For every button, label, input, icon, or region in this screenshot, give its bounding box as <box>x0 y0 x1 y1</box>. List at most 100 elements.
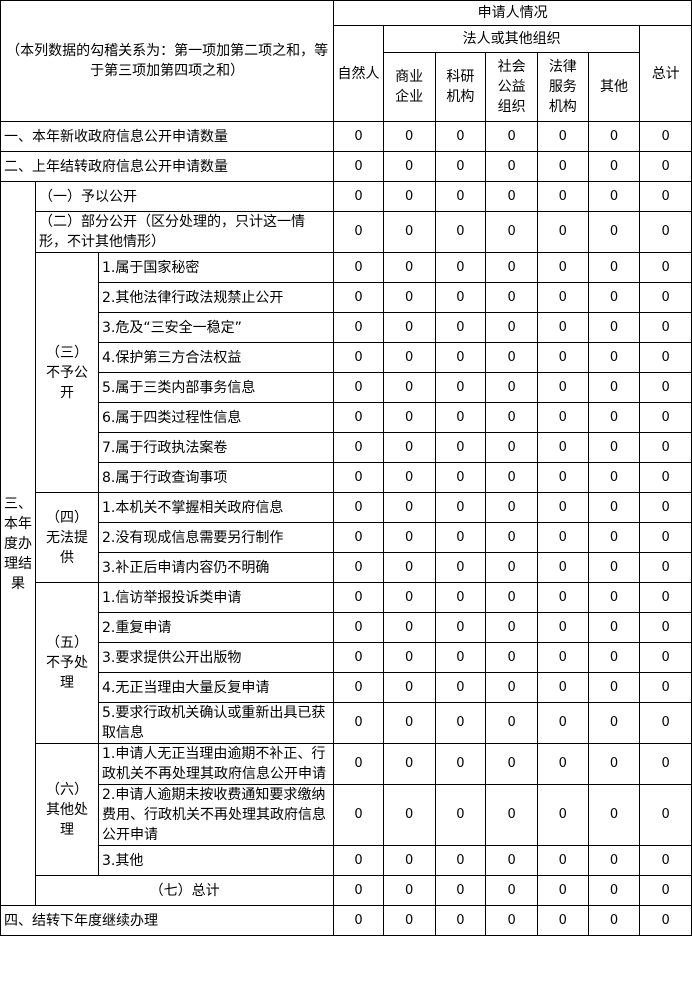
value-cell: 0 <box>536 492 589 523</box>
value-cell: 0 <box>587 462 641 493</box>
table-row: 2.其他法律行政法规禁止公开 0 0 0 0 0 0 0 <box>1 282 692 313</box>
value-cell: 0 <box>536 702 589 744</box>
value-cell: 0 <box>536 672 589 703</box>
table-row: 三、本年度办理结果 （一）予以公开 0 0 0 0 0 0 0 <box>0 181 692 906</box>
value-cell: 0 <box>536 312 589 343</box>
group-label: （三）不予公开 <box>34 252 99 493</box>
value-cell: 0 <box>587 743 641 785</box>
value-cell: 0 <box>587 432 641 463</box>
value-cell: 0 <box>434 312 487 343</box>
value-cell: 0 <box>382 582 436 613</box>
value-cell: 0 <box>434 702 487 744</box>
value-cell: 0 <box>536 151 589 182</box>
row-label: 8.属于行政查询事项 <box>97 462 335 493</box>
value-cell: 0 <box>587 372 641 403</box>
value-cell: 0 <box>382 905 436 936</box>
value-cell: 0 <box>536 905 589 936</box>
header-total: 总计 <box>639 25 692 122</box>
value-cell: 0 <box>333 672 384 703</box>
value-cell: 0 <box>485 492 538 523</box>
table-row: 4.无正当理由大量反复申请 0 0 0 0 0 0 0 <box>1 672 692 703</box>
row-label: 4.保护第三方合法权益 <box>97 342 335 373</box>
value-cell: 0 <box>333 342 384 373</box>
table-row: 2.申请人逾期未按收费通知要求缴纳费用、行政机关不再处理其政府信息公开申请 0 0 0… <box>1 784 692 846</box>
value-cell: 0 <box>333 432 384 463</box>
value-cell: 0 <box>333 784 384 846</box>
value-cell: 0 <box>434 121 487 152</box>
value-cell: 0 <box>485 672 538 703</box>
table-row: 二、上年结转政府信息公开申请数量 0 0 0 0 0 0 0 <box>0 151 692 182</box>
value-cell: 0 <box>536 642 589 673</box>
value-cell: 0 <box>536 522 589 553</box>
header-legal-col: 社会公益组织 <box>485 52 538 122</box>
row-label: 2.没有现成信息需要另行制作 <box>97 522 335 553</box>
section3-label: 三、本年度办理结果 <box>0 181 36 906</box>
row-label: 4.无正当理由大量反复申请 <box>97 672 335 703</box>
value-cell: 0 <box>333 282 384 313</box>
table-row: （五）不予处理 1.信访举报投诉类申请 0 0 0 0 0 0 0 <box>1 582 692 744</box>
value-cell: 0 <box>485 582 538 613</box>
value-cell: 0 <box>382 181 436 212</box>
value-cell: 0 <box>587 312 641 343</box>
value-cell: 0 <box>587 552 641 583</box>
value-cell: 0 <box>382 432 436 463</box>
table-row: （二）部分公开（区分处理的，只计这一情形，不计其他情形） 0 0 0 0 0 0 0 <box>1 211 692 253</box>
row-label: 二、上年结转政府信息公开申请数量 <box>0 151 335 182</box>
value-cell: 0 <box>434 211 487 253</box>
value-cell: 0 <box>639 252 692 283</box>
table-row: 3.其他 0 0 0 0 0 0 0 <box>1 845 692 876</box>
value-cell: 0 <box>587 875 641 906</box>
value-cell: 0 <box>536 432 589 463</box>
value-cell: 0 <box>587 282 641 313</box>
value-cell: 0 <box>587 642 641 673</box>
value-cell: 0 <box>639 121 692 152</box>
value-cell: 0 <box>639 151 692 182</box>
row-label: 3.要求提供公开出版物 <box>97 642 335 673</box>
value-cell: 0 <box>639 845 692 876</box>
value-cell: 0 <box>536 121 589 152</box>
value-cell: 0 <box>333 582 384 613</box>
value-cell: 0 <box>434 552 487 583</box>
value-cell: 0 <box>382 552 436 583</box>
table-row: 3.要求提供公开出版物 0 0 0 0 0 0 0 <box>1 642 692 673</box>
disclosure-statistics-table: （本列数据的勾稽关系为：第一项加第二项之和，等于第三项加第四项之和） 申请人情况… <box>0 0 692 936</box>
value-cell: 0 <box>485 372 538 403</box>
table-row: （六）其他处理 1.申请人无正当理由逾期不补正、行政机关不再处理其政府信息公开申请… <box>1 743 692 876</box>
value-cell: 0 <box>434 672 487 703</box>
row-label: 1.属于国家秘密 <box>97 252 335 283</box>
table-row: 四、结转下年度继续办理 0 0 0 0 0 0 0 <box>0 905 692 936</box>
value-cell: 0 <box>587 582 641 613</box>
value-cell: 0 <box>485 312 538 343</box>
row-label: 2.其他法律行政法规禁止公开 <box>97 282 335 313</box>
value-cell: 0 <box>639 642 692 673</box>
value-cell: 0 <box>587 252 641 283</box>
row-label: 3.其他 <box>97 845 335 876</box>
value-cell: 0 <box>639 282 692 313</box>
table-row: 3.补正后申请内容仍不明确 0 0 0 0 0 0 0 <box>1 552 692 583</box>
value-cell: 0 <box>434 642 487 673</box>
value-cell: 0 <box>587 905 641 936</box>
value-cell: 0 <box>333 522 384 553</box>
value-cell: 0 <box>587 151 641 182</box>
value-cell: 0 <box>434 743 487 785</box>
value-cell: 0 <box>434 522 487 553</box>
value-cell: 0 <box>485 642 538 673</box>
value-cell: 0 <box>382 743 436 785</box>
value-cell: 0 <box>587 672 641 703</box>
table-row: 一、本年新收政府信息公开申请数量 0 0 0 0 0 0 0 <box>0 121 692 152</box>
value-cell: 0 <box>333 402 384 433</box>
value-cell: 0 <box>333 252 384 283</box>
value-cell: 0 <box>485 875 538 906</box>
value-cell: 0 <box>639 342 692 373</box>
value-cell: 0 <box>536 282 589 313</box>
value-cell: 0 <box>434 492 487 523</box>
value-cell: 0 <box>485 552 538 583</box>
value-cell: 0 <box>639 432 692 463</box>
value-cell: 0 <box>485 211 538 253</box>
value-cell: 0 <box>485 432 538 463</box>
value-cell: 0 <box>333 642 384 673</box>
value-cell: 0 <box>485 702 538 744</box>
value-cell: 0 <box>434 582 487 613</box>
value-cell: 0 <box>587 845 641 876</box>
value-cell: 0 <box>639 312 692 343</box>
